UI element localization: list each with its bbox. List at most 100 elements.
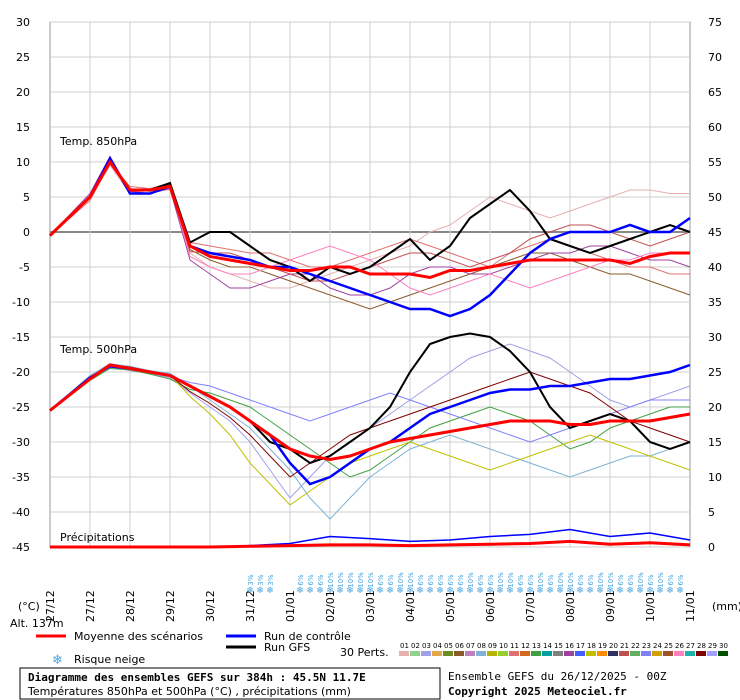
snow-risk-label: 6% (477, 574, 485, 585)
snow-risk-label: 10% (567, 572, 575, 588)
pert-number: 27 (686, 642, 695, 650)
main-lines (48, 155, 691, 549)
pert-number: 13 (532, 642, 541, 650)
pert-swatch (674, 651, 684, 656)
snow-risk-label: 3% (267, 574, 275, 585)
snow-risk-label: 6% (517, 574, 525, 585)
snow-risk-label: 6% (677, 574, 685, 585)
legend-perts-label: 30 Perts. (340, 646, 389, 659)
x-tick-label: 29/12 (164, 590, 177, 622)
snow-risk-label: 6% (317, 574, 325, 585)
snow-risk-icon: ❄ (406, 586, 414, 596)
left-tick-label: -15 (12, 331, 30, 344)
x-tick-label: 30/12 (204, 590, 217, 622)
pert-swatch (432, 651, 442, 656)
snow-risk-label: 10% (637, 572, 645, 588)
snow-risk-icon: ❄ (376, 586, 384, 596)
snow-risk-icon: ❄ (656, 586, 664, 596)
snow-risk-label: 6% (627, 574, 635, 585)
snow-risk-icon: ❄ (336, 586, 344, 596)
right-tick-label: 40 (708, 261, 722, 274)
right-tick-label: 55 (708, 156, 722, 169)
snow-risk-label: 10% (467, 572, 475, 588)
left-tick-label: -35 (12, 471, 30, 484)
x-tick-label: 31/12 (244, 590, 257, 622)
snow-risk-icon: ❄ (266, 586, 274, 596)
snow-risk-label: 10% (407, 572, 415, 588)
legend-gfs-label: Run GFS (264, 641, 310, 654)
snow-risk-icon: ❄ (496, 586, 504, 596)
x-tick-label: 11/01 (684, 590, 697, 622)
snow-risk-icon: ❄ (606, 586, 614, 596)
pert-number: 01 (400, 642, 409, 650)
pert-swatch (487, 651, 497, 656)
snow-risk-icon: ❄ (346, 586, 354, 596)
snow-risk-icon: ❄ (616, 586, 624, 596)
panel-label-precip: Précipitations (60, 531, 135, 544)
pert-number: 28 (697, 642, 706, 650)
snow-risk-icon: ❄ (466, 586, 474, 596)
snow-risk-label: 6% (307, 574, 315, 585)
snow-risk-label: 6% (437, 574, 445, 585)
right-tick-label: 30 (708, 331, 722, 344)
pert-swatch (619, 651, 629, 656)
snow-risk-icon: ❄ (556, 586, 564, 596)
right-tick-label: 35 (708, 296, 722, 309)
x-tick-label: 27/12 (44, 590, 57, 622)
pert-number: 06 (455, 642, 464, 650)
snow-risk-icon: ❄ (546, 586, 554, 596)
snow-risk-icon: ❄ (636, 586, 644, 596)
left-tick-label: 0 (23, 226, 30, 239)
snow-risk-icon: ❄ (586, 586, 594, 596)
left-tick-label: 10 (16, 156, 30, 169)
pert-number: 14 (543, 642, 552, 650)
left-tick-label: -30 (12, 436, 30, 449)
pert-swatch (685, 651, 695, 656)
snow-risk-label: 6% (417, 574, 425, 585)
pert-number: 02 (411, 642, 420, 650)
pert-swatch (564, 651, 574, 656)
snow-risk-label: 6% (617, 574, 625, 585)
snow-risk-label: 10% (657, 572, 665, 588)
snow-risk-label: 6% (487, 574, 495, 585)
snow-risk-icon: ❄ (386, 586, 394, 596)
pert-swatch (718, 651, 728, 656)
pert-swatch (597, 651, 607, 656)
pert-number: 11 (510, 642, 519, 650)
pert-swatch (696, 651, 706, 656)
left-unit-label: (°C) (18, 600, 40, 613)
snow-risk-icon: ❄ (446, 586, 454, 596)
snow-risk-label: 10% (357, 572, 365, 588)
x-tick-label: 02/01 (324, 590, 337, 622)
right-tick-label: 45 (708, 226, 722, 239)
pert-number: 09 (488, 642, 497, 650)
snow-risk-icon: ❄ (436, 586, 444, 596)
pert-number: 17 (576, 642, 585, 650)
pert-number: 23 (642, 642, 651, 650)
snow-risk-label: 10% (397, 572, 405, 588)
snow-risk-icon: ❄ (566, 586, 574, 596)
snow-risk-icon: ❄ (356, 586, 364, 596)
pert-swatch (553, 651, 563, 656)
snow-risk-icon: ❄ (666, 586, 674, 596)
snow-risk-label: 10% (557, 572, 565, 588)
precip-mean-line (50, 539, 691, 549)
legend-control-label: Run de contrôle (264, 630, 351, 643)
pert-swatch (630, 651, 640, 656)
snow-risk-label: 6% (447, 574, 455, 585)
left-tick-label: -5 (19, 261, 30, 274)
snow-risk-markers: 3%❄3%❄3%❄6%❄6%❄6%❄10%❄10%❄10%❄10%❄10%❄6%… (246, 572, 685, 596)
right-tick-label: 20 (708, 401, 722, 414)
snow-risk-label: 10% (607, 572, 615, 588)
pert-number: 16 (565, 642, 574, 650)
snow-risk-icon: ❄ (486, 586, 494, 596)
right-tick-label: 5 (708, 506, 715, 519)
snow-risk-label: 10% (347, 572, 355, 588)
right-tick-label: 25 (708, 366, 722, 379)
pert-number: 12 (521, 642, 530, 650)
left-tick-label: 5 (23, 191, 30, 204)
mean-line-t850 (48, 159, 690, 280)
snow-risk-label: 3% (247, 574, 255, 585)
x-tick-label: 07/01 (524, 590, 537, 622)
